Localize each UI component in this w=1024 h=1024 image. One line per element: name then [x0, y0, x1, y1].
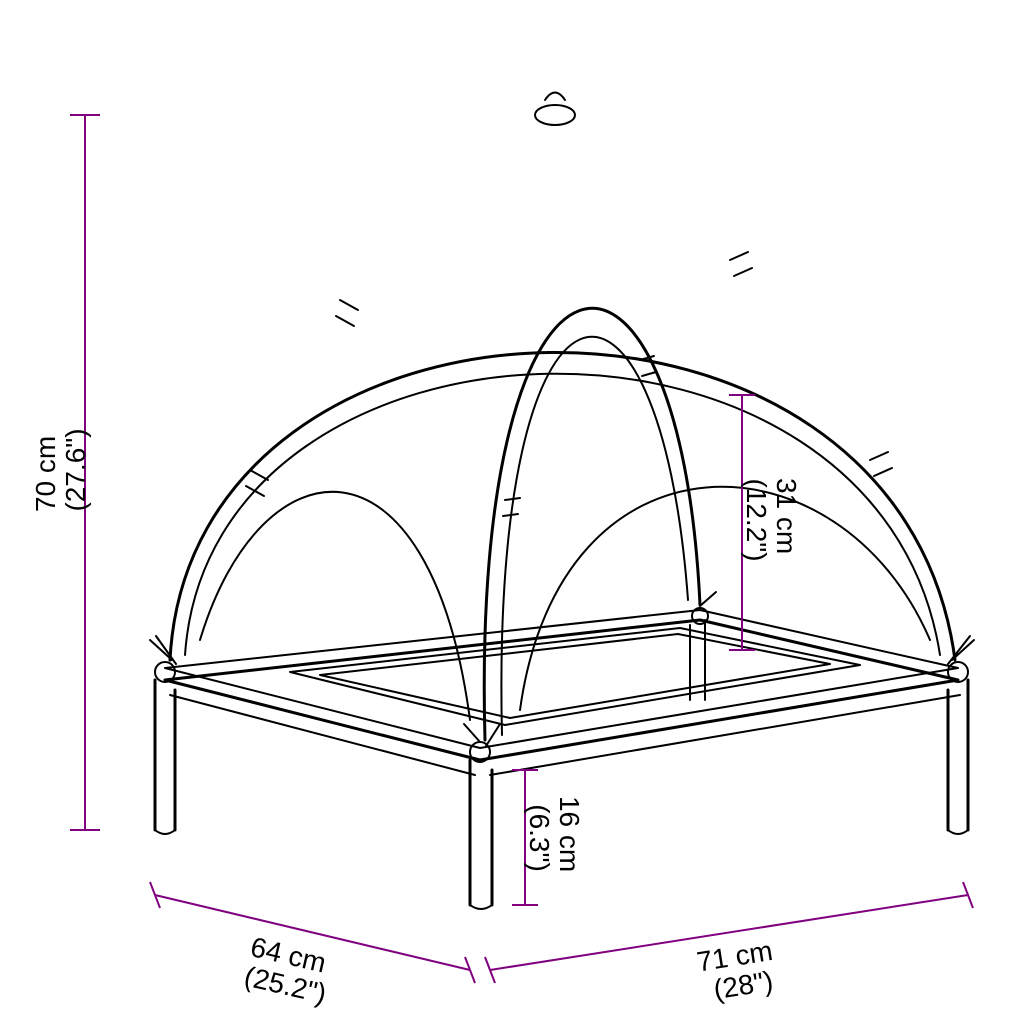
dimension-labels: 70 cm (27.6") 64 cm (25.2") 71 cm (28") … — [30, 428, 802, 1010]
label-leg-height-metric: 16 cm — [554, 796, 585, 872]
label-opening-height-imperial: (12.2") — [741, 478, 772, 561]
product-drawing — [150, 93, 974, 910]
label-total-height: 70 cm (27.6") — [30, 428, 91, 512]
label-leg-height: 16 cm (6.3") — [524, 796, 585, 880]
label-leg-height-imperial: (6.3") — [524, 804, 555, 872]
label-total-height-imperial: (27.6") — [60, 428, 91, 511]
label-depth: 64 cm (25.2") — [241, 931, 337, 1009]
label-opening-height: 31 cm (12.2") — [741, 478, 802, 562]
label-width: 71 cm (28") — [695, 934, 788, 1007]
label-opening-height-metric: 31 cm — [771, 478, 802, 554]
dimension-annotations — [70, 115, 973, 983]
dimension-diagram: 70 cm (27.6") 64 cm (25.2") 71 cm (28") … — [0, 0, 1024, 1024]
label-total-height-metric: 70 cm — [30, 436, 61, 512]
